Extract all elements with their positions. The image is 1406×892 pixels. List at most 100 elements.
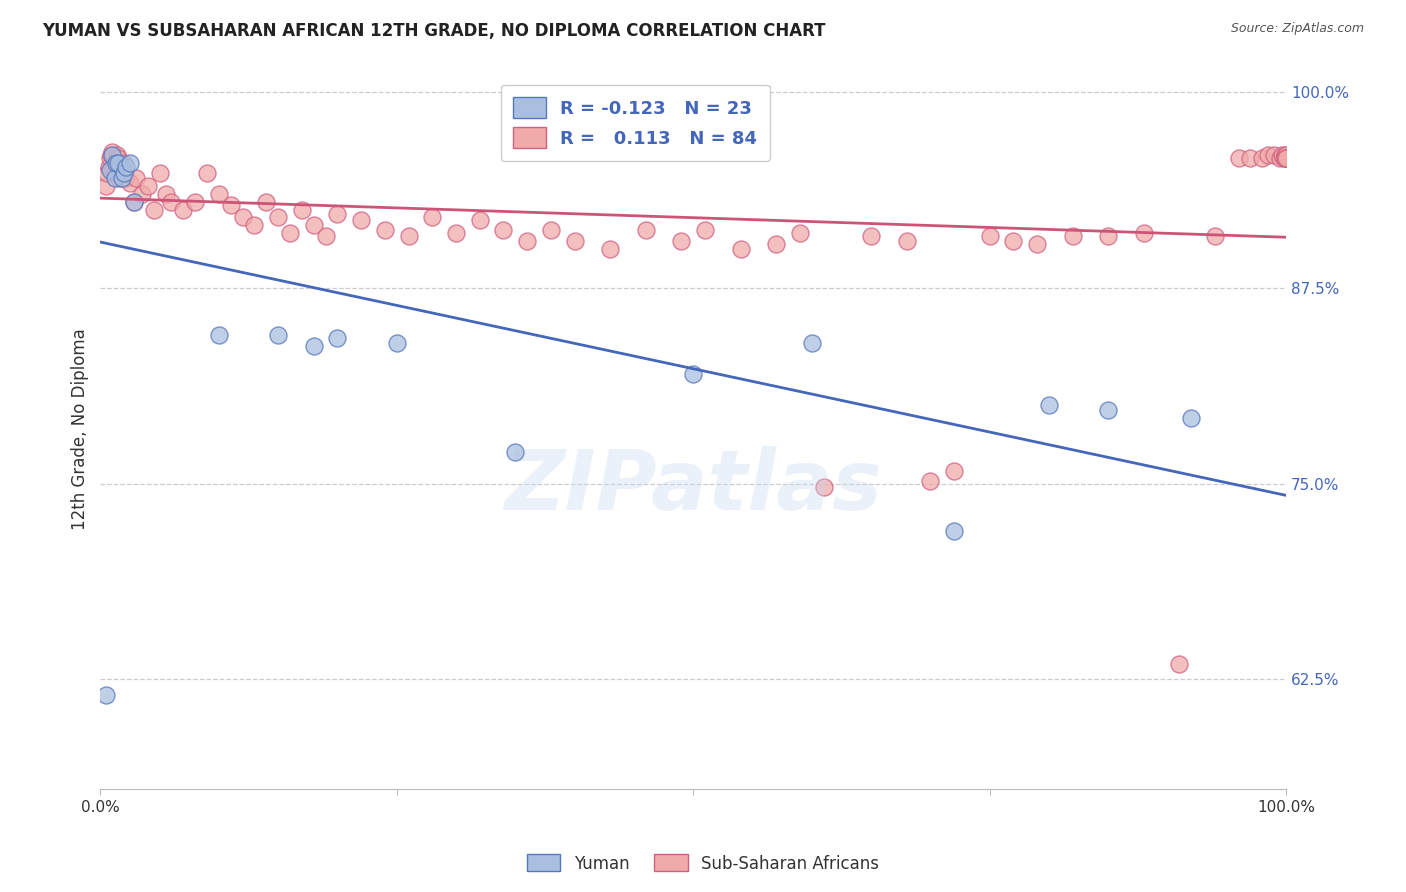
Point xyxy=(267,211,290,225)
Point xyxy=(155,186,177,201)
Point xyxy=(184,194,207,209)
Point xyxy=(789,226,811,240)
Point xyxy=(492,223,515,237)
Point xyxy=(131,186,153,201)
Point xyxy=(1251,151,1274,165)
Point xyxy=(1271,147,1294,161)
Point xyxy=(122,194,145,209)
Point xyxy=(730,242,752,256)
Point xyxy=(1274,147,1296,161)
Point xyxy=(420,211,443,225)
Text: Source: ZipAtlas.com: Source: ZipAtlas.com xyxy=(1230,22,1364,36)
Point xyxy=(278,226,301,240)
Point xyxy=(920,474,942,488)
Point xyxy=(671,234,693,248)
Point xyxy=(1239,151,1261,165)
Point xyxy=(98,163,121,178)
Point xyxy=(1275,151,1298,165)
Point xyxy=(943,524,966,538)
Point xyxy=(634,223,657,237)
Point xyxy=(195,166,218,180)
Point xyxy=(267,327,290,342)
Point xyxy=(160,194,183,209)
Point xyxy=(1263,147,1285,161)
Point xyxy=(896,234,918,248)
Point xyxy=(122,194,145,209)
Point xyxy=(108,171,131,186)
Point xyxy=(254,194,277,209)
Point xyxy=(326,207,349,221)
Point xyxy=(107,151,129,165)
Point xyxy=(800,335,823,350)
Point xyxy=(1097,229,1119,244)
Point xyxy=(103,166,125,180)
Point xyxy=(219,198,242,212)
Point xyxy=(943,464,966,478)
Point xyxy=(1275,151,1298,165)
Point xyxy=(103,163,125,178)
Point xyxy=(326,331,349,345)
Point xyxy=(1097,403,1119,417)
Point xyxy=(172,202,194,217)
Text: ZIPatlas: ZIPatlas xyxy=(505,446,882,527)
Point xyxy=(111,171,134,186)
Point xyxy=(125,171,148,186)
Point xyxy=(96,179,118,194)
Point xyxy=(104,155,127,169)
Point xyxy=(859,229,882,244)
Point xyxy=(468,213,491,227)
Point xyxy=(693,223,716,237)
Point xyxy=(1268,151,1291,165)
Point xyxy=(142,202,165,217)
Point xyxy=(1227,151,1250,165)
Point xyxy=(96,166,118,180)
Point xyxy=(505,445,527,459)
Point xyxy=(315,229,337,244)
Point xyxy=(115,171,138,186)
Point xyxy=(208,186,231,201)
Point xyxy=(1275,147,1298,161)
Legend: R = -0.123   N = 23, R =   0.113   N = 84: R = -0.123 N = 23, R = 0.113 N = 84 xyxy=(501,85,770,161)
Point xyxy=(112,166,135,180)
Point xyxy=(979,229,1001,244)
Point xyxy=(1275,151,1298,165)
Point xyxy=(110,160,132,174)
Point xyxy=(111,171,134,186)
Point xyxy=(599,242,621,256)
Point xyxy=(1204,229,1226,244)
Y-axis label: 12th Grade, No Diploma: 12th Grade, No Diploma xyxy=(72,328,89,530)
Point xyxy=(540,223,562,237)
Point xyxy=(208,327,231,342)
Point xyxy=(243,218,266,232)
Point xyxy=(398,229,420,244)
Point xyxy=(112,155,135,169)
Point xyxy=(101,147,124,161)
Point xyxy=(1132,226,1154,240)
Point xyxy=(107,155,129,169)
Point xyxy=(1168,657,1191,671)
Point xyxy=(232,211,254,225)
Point xyxy=(1062,229,1084,244)
Point xyxy=(765,237,787,252)
Point xyxy=(374,223,396,237)
Point xyxy=(302,339,325,353)
Point xyxy=(516,234,538,248)
Point xyxy=(105,147,128,161)
Point xyxy=(1038,398,1060,412)
Point xyxy=(1275,151,1298,165)
Point xyxy=(813,480,835,494)
Point xyxy=(96,688,118,702)
Point xyxy=(444,226,467,240)
Point xyxy=(100,147,122,161)
Point xyxy=(291,202,314,217)
Point xyxy=(302,218,325,232)
Point xyxy=(97,160,120,174)
Point xyxy=(149,166,172,180)
Point xyxy=(1180,410,1202,425)
Point xyxy=(350,213,373,227)
Point xyxy=(564,234,586,248)
Point xyxy=(118,155,141,169)
Point xyxy=(104,155,127,169)
Point xyxy=(1002,234,1025,248)
Point xyxy=(103,171,125,186)
